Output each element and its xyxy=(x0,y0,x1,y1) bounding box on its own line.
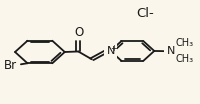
Text: Cl-: Cl- xyxy=(136,7,154,20)
Text: N: N xyxy=(167,46,175,56)
Text: +: + xyxy=(111,44,118,53)
Text: N: N xyxy=(107,46,115,56)
Text: O: O xyxy=(74,26,83,39)
Text: Br: Br xyxy=(3,59,17,72)
Text: CH₃: CH₃ xyxy=(176,38,194,48)
Text: CH₃: CH₃ xyxy=(176,54,194,64)
